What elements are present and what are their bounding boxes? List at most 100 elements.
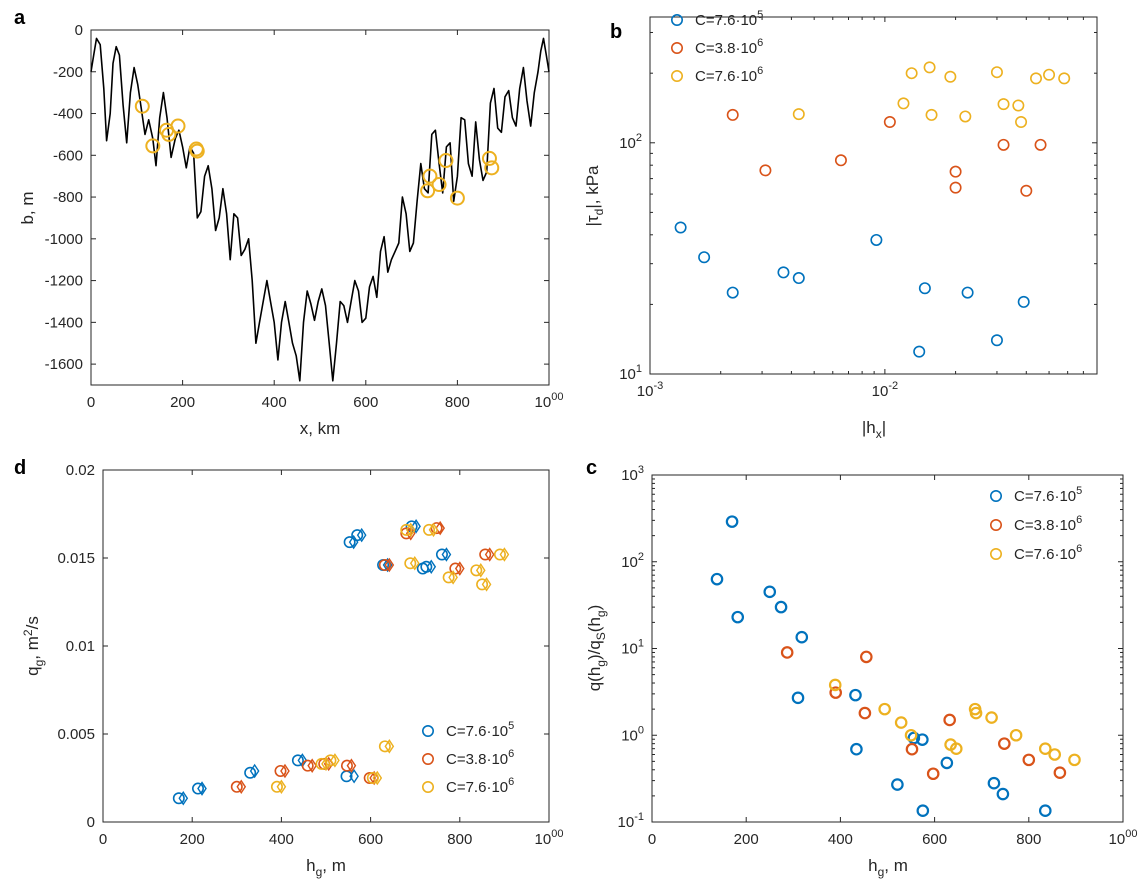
data-point-diamond	[249, 763, 260, 779]
grounding-marker	[170, 118, 186, 134]
x-tick-label: 10-3	[637, 380, 663, 400]
data-point	[944, 70, 957, 83]
grounding-marker	[484, 160, 500, 176]
legend-d: C=7.6·105 C=3.8·106 C=7.6·106	[421, 720, 514, 796]
legend-label: C=7.6·105	[695, 9, 763, 29]
data-point-circle	[400, 523, 413, 536]
data-point	[949, 181, 962, 194]
legend-marker	[989, 489, 1002, 502]
data-point	[940, 756, 954, 770]
legend-label: C=7.6·105	[1014, 485, 1082, 505]
y-tick-label: 0.01	[66, 638, 95, 655]
data-point-circle	[340, 759, 353, 772]
x-axis-label-a: x, km	[300, 419, 341, 438]
data-point	[1068, 753, 1081, 767]
data-point	[792, 108, 805, 121]
data-point-diamond	[330, 753, 340, 768]
data-point	[792, 272, 805, 285]
data-point-circle	[172, 792, 185, 805]
data-point	[990, 66, 1003, 79]
data-point	[987, 776, 1001, 790]
data-point	[969, 706, 983, 720]
grounding-marker	[189, 143, 205, 159]
plot-area-c	[710, 515, 1081, 817]
data-point	[918, 282, 931, 295]
data-point-circle	[324, 754, 337, 767]
data-point-circle	[400, 527, 413, 540]
data-point-diamond	[435, 520, 446, 536]
data-point-diamond	[454, 561, 465, 576]
x-axis-label-b: |hx|	[862, 418, 886, 441]
legend-marker	[670, 14, 683, 26]
y-tick-label: 102	[619, 132, 642, 152]
data-point	[791, 691, 805, 705]
grounding-marker	[422, 168, 438, 184]
data-point	[883, 116, 896, 129]
bed-profile-line	[90, 37, 550, 382]
data-point-diamond	[346, 758, 357, 773]
grounding-marker	[161, 126, 177, 142]
data-point-circle	[442, 571, 455, 584]
data-point	[913, 345, 926, 358]
data-point-circle	[378, 559, 391, 572]
data-point-diamond	[405, 522, 416, 538]
data-point-diamond	[349, 768, 359, 784]
data-point	[860, 650, 873, 664]
x-tick-label: 600	[358, 831, 383, 848]
legend-marker	[670, 70, 683, 83]
x-tick-label: 10-2	[872, 380, 898, 400]
data-point-diamond	[499, 547, 510, 562]
legend-label: C=7.6·106	[446, 776, 514, 796]
y-tick-label: -600	[53, 147, 83, 164]
x-tick-label: 0	[648, 831, 656, 848]
data-point-diamond	[409, 556, 420, 571]
data-point	[1058, 72, 1071, 85]
data-point	[828, 678, 842, 692]
data-point-circle	[291, 754, 304, 767]
data-point	[990, 334, 1003, 347]
y-tick-label: 0	[75, 22, 83, 39]
data-point	[949, 165, 962, 178]
panel-a: a 0 200 400 600 800 1000 0 -200 -400 -600 -800 -100…	[14, 7, 563, 438]
data-point	[1009, 728, 1023, 742]
data-point	[795, 630, 809, 644]
legend-label: C=3.8·106	[1014, 514, 1082, 534]
data-point-diamond	[426, 559, 437, 575]
grounding-marker	[145, 138, 161, 154]
y-axis-label-c: q(hg)/qS(hg)	[585, 605, 608, 692]
grounding-marker	[431, 177, 447, 193]
data-point-diamond	[484, 547, 495, 562]
grounding-marker	[134, 98, 150, 114]
data-point	[998, 737, 1011, 750]
y-tick-label: -1200	[45, 273, 83, 290]
data-point	[925, 108, 938, 121]
data-point	[878, 702, 891, 716]
plot-area-b	[674, 61, 1071, 358]
y-tick-label: 0.02	[66, 462, 95, 479]
axis-ticks-a: 0 200 400 600 800 1000 0 -200 -400 -600 -800 -1000 -…	[45, 22, 564, 411]
data-point	[916, 733, 929, 746]
x-tick-label: 400	[269, 831, 294, 848]
data-point-circle	[476, 578, 489, 591]
data-point-circle	[423, 523, 436, 536]
data-point-circle	[366, 771, 379, 784]
data-point-circle	[274, 764, 287, 777]
data-point-circle	[470, 564, 483, 577]
x-tick-label: 1000	[535, 391, 564, 411]
data-point-diamond	[197, 781, 207, 796]
y-tick-label: 0	[87, 814, 95, 831]
data-point	[1038, 804, 1052, 817]
data-point	[997, 98, 1010, 111]
data-point	[961, 286, 974, 299]
data-point	[949, 742, 963, 755]
panel-letter-c: c	[586, 457, 597, 479]
y-axis-label-a: b, m	[18, 191, 37, 224]
data-point	[725, 515, 739, 528]
legend-b: C=7.6·105 C=3.8·106 C=7.6·106	[670, 9, 763, 85]
data-point-circle	[244, 766, 257, 779]
y-tick-label: 0.005	[57, 726, 95, 743]
panel-letter-d: d	[14, 457, 26, 479]
legend-marker	[670, 41, 683, 54]
y-tick-label: -1400	[45, 314, 83, 331]
data-point-circle	[404, 557, 417, 570]
